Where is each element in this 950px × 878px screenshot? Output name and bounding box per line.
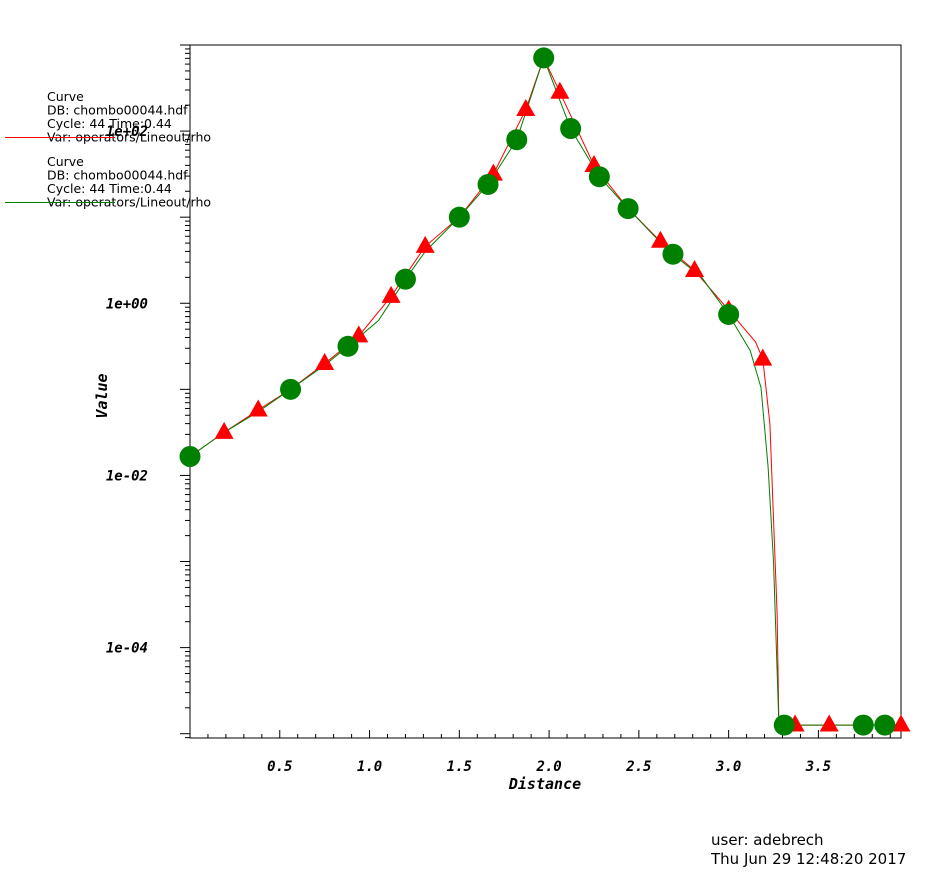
legend-text: Var: operators/Lineout/rho (47, 195, 211, 210)
x-tick-label: 2.0 (535, 759, 561, 775)
data-point-triangle (685, 260, 705, 278)
data-point-triangle (550, 81, 570, 99)
data-point-circle (179, 445, 201, 467)
legend-text: DB: chombo00044.hdf (47, 103, 188, 118)
data-point-circle (560, 118, 582, 140)
data-point-triangle (819, 714, 839, 732)
timestamp-label: Thu Jun 29 12:48:20 2017 (711, 850, 907, 868)
data-point-triangle (891, 714, 911, 732)
legend-text: Cycle: 44 Time:0.44 (47, 181, 172, 196)
data-point-triangle (214, 421, 234, 439)
x-tick-label: 2.5 (625, 759, 651, 775)
legend-text: Curve (47, 89, 84, 104)
y-tick-label: 1e+00 (106, 296, 148, 312)
y-axis-ticks: 1e+02 1e+00 1e-02 1e-04 (106, 44, 190, 739)
data-point-triangle (381, 285, 401, 303)
data-point-circle (448, 206, 470, 228)
data-point-circle (533, 47, 555, 69)
data-point-triangle (248, 399, 268, 417)
data-point-circle (773, 714, 795, 736)
legend-text: Var: operators/Lineout/rho (47, 130, 211, 145)
x-axis-title: Distance (508, 775, 581, 793)
data-point-circle (588, 166, 610, 188)
data-point-circle (337, 335, 359, 357)
user-label: user: adebrech (711, 831, 824, 849)
data-point-triangle (516, 99, 536, 117)
legend-text: Curve (47, 154, 84, 169)
data-point-circle (477, 173, 499, 195)
data-point-triangle (315, 352, 335, 370)
data-point-circle (662, 243, 684, 265)
legend-text: DB: chombo00044.hdf (47, 168, 188, 183)
x-tick-label: 0.5 (267, 759, 292, 775)
plot-frame (189, 44, 902, 739)
data-point-circle (617, 198, 639, 220)
x-axis-ticks: 0.5 1.0 1.5 2.0 2.5 3.0 3.5 (189, 730, 891, 775)
legend-text: Cycle: 44 Time:0.44 (47, 116, 172, 131)
x-tick-label: 1.0 (357, 759, 382, 775)
data-point-circle (874, 714, 896, 736)
y-tick-label: 1e-02 (106, 468, 148, 484)
y-tick-label: 1e+02 (106, 124, 148, 140)
data-point-triangle (415, 235, 435, 253)
data-point-circle (506, 129, 528, 151)
x-tick-label: 3.5 (805, 759, 831, 775)
y-axis-title: Value (93, 373, 111, 418)
marker-layer (179, 47, 911, 736)
data-point-triangle (650, 230, 670, 248)
x-tick-label: 3.0 (715, 759, 741, 775)
x-tick-label: 1.5 (447, 759, 472, 775)
y-tick-label: 1e-04 (106, 641, 148, 657)
data-point-circle (394, 268, 416, 290)
data-point-circle (280, 378, 302, 400)
data-point-circle (852, 714, 874, 736)
data-point-triangle (753, 348, 773, 366)
data-point-circle (718, 303, 740, 325)
